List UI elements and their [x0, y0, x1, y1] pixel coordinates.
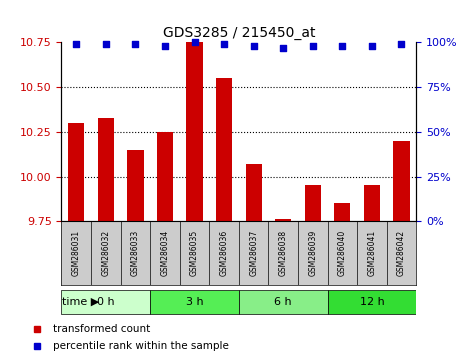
Point — [131, 41, 139, 47]
Text: transformed count: transformed count — [53, 324, 150, 333]
Point — [102, 41, 110, 47]
Text: 0 h: 0 h — [97, 297, 114, 307]
Text: GSM286042: GSM286042 — [397, 230, 406, 276]
Text: GSM286036: GSM286036 — [219, 230, 228, 276]
Bar — [245, 164, 262, 221]
Text: GSM286041: GSM286041 — [368, 230, 377, 276]
Point — [220, 41, 228, 47]
Bar — [98, 118, 114, 221]
Text: GSM286034: GSM286034 — [160, 230, 169, 276]
Text: percentile rank within the sample: percentile rank within the sample — [53, 341, 229, 351]
Text: GSM286038: GSM286038 — [279, 230, 288, 276]
Bar — [127, 150, 143, 221]
Point — [280, 45, 287, 51]
Text: GSM286040: GSM286040 — [338, 230, 347, 276]
Bar — [150, 290, 239, 314]
Point — [398, 41, 405, 47]
Bar — [394, 141, 410, 221]
Point — [72, 41, 80, 47]
Bar — [157, 132, 173, 221]
Bar — [239, 290, 327, 314]
Text: GSM286033: GSM286033 — [131, 230, 140, 276]
Point — [191, 40, 198, 45]
Bar — [364, 185, 380, 221]
Text: GSM286039: GSM286039 — [308, 230, 317, 276]
Point — [309, 43, 316, 49]
Title: GDS3285 / 215450_at: GDS3285 / 215450_at — [163, 26, 315, 40]
Text: GSM286032: GSM286032 — [101, 230, 110, 276]
Text: 12 h: 12 h — [359, 297, 384, 307]
Text: GSM286031: GSM286031 — [72, 230, 81, 276]
Bar — [334, 204, 350, 221]
Text: 3 h: 3 h — [186, 297, 203, 307]
Bar — [327, 290, 416, 314]
Bar — [186, 42, 202, 221]
Text: 6 h: 6 h — [274, 297, 292, 307]
Point — [368, 43, 376, 49]
Bar — [61, 290, 150, 314]
Text: time ▶: time ▶ — [62, 297, 99, 307]
Text: GSM286035: GSM286035 — [190, 230, 199, 276]
Text: GSM286037: GSM286037 — [249, 230, 258, 276]
Point — [339, 43, 346, 49]
Bar — [305, 185, 321, 221]
Point — [250, 43, 257, 49]
Bar — [68, 123, 84, 221]
Bar — [275, 219, 291, 221]
Point — [161, 43, 169, 49]
Bar — [216, 78, 232, 221]
